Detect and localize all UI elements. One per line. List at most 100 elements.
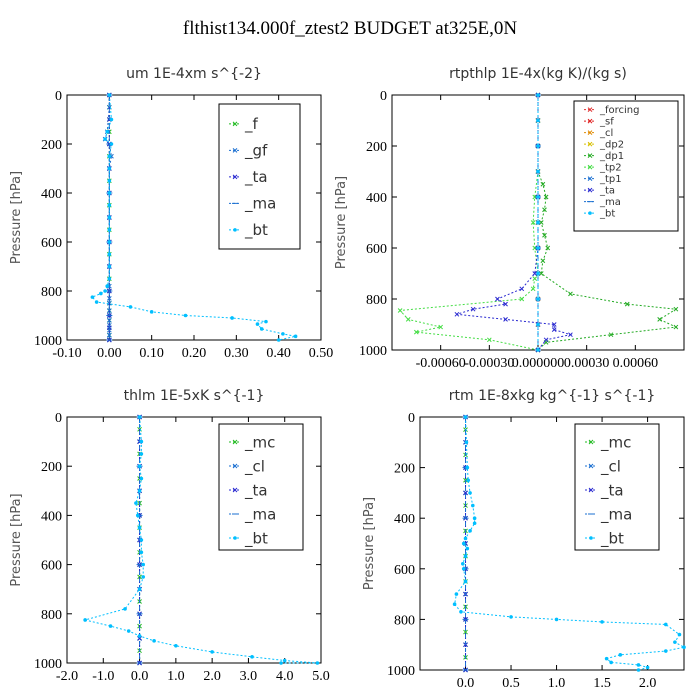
x-tick-label: 1.5 xyxy=(593,676,611,691)
series-line xyxy=(399,95,539,351)
data-point xyxy=(663,649,668,653)
plot-frame xyxy=(66,416,322,664)
data-point xyxy=(438,324,444,330)
legend-marker xyxy=(587,153,593,158)
data-point xyxy=(103,137,107,141)
data-point xyxy=(530,220,536,225)
data-point xyxy=(536,322,540,327)
legend-marker xyxy=(232,487,238,493)
data-point xyxy=(673,640,677,644)
legend-marker xyxy=(587,107,593,112)
data-point xyxy=(677,632,682,637)
data-point xyxy=(264,319,268,324)
data-point xyxy=(405,317,411,322)
data-point xyxy=(454,592,459,596)
data-point xyxy=(543,337,549,343)
data-point xyxy=(397,308,403,313)
data-point xyxy=(107,203,112,208)
data-point xyxy=(83,618,87,622)
legend-label: _dp2 xyxy=(599,140,624,151)
legend-label: _dp1 xyxy=(599,151,624,162)
data-point xyxy=(282,658,287,663)
data-point xyxy=(463,536,468,541)
legend-marker xyxy=(587,141,593,147)
legend-marker xyxy=(587,187,593,193)
y-tick-label: 400 xyxy=(366,191,387,206)
data-point xyxy=(152,639,156,643)
legend-label: _mc xyxy=(244,433,275,452)
data-point xyxy=(413,329,419,335)
data-point xyxy=(137,634,142,638)
data-point xyxy=(107,191,112,195)
y-axis-label: Pressure [hPa] xyxy=(9,493,24,586)
data-point xyxy=(139,476,144,481)
data-point xyxy=(460,561,465,566)
y-axis-label: Pressure [hPa] xyxy=(362,497,377,590)
data-point xyxy=(123,607,127,611)
legend: _f _gf _ta _ma _bt xyxy=(218,103,301,250)
data-point xyxy=(107,264,112,269)
data-point xyxy=(532,271,538,276)
y-tick-label: 0 xyxy=(380,89,387,104)
data-point xyxy=(105,129,110,134)
data-point xyxy=(137,415,142,419)
x-tick-label: 0.50 xyxy=(309,346,334,361)
y-tick-label: 400 xyxy=(41,187,62,202)
data-point xyxy=(452,602,457,607)
data-point xyxy=(495,296,500,302)
data-point xyxy=(673,324,679,330)
y-tick-label: 600 xyxy=(41,236,62,251)
legend-label: _bt xyxy=(244,529,268,548)
x-tick-label: 1.0 xyxy=(548,676,566,691)
legend-label: _bt xyxy=(599,209,615,220)
x-tick-label: 0.00030 xyxy=(564,356,610,371)
x-tick-label: -2.0 xyxy=(56,669,78,684)
data-point xyxy=(470,306,476,312)
legend-marker xyxy=(588,487,594,493)
data-point xyxy=(139,550,144,555)
data-point xyxy=(503,301,508,307)
data-point xyxy=(540,258,546,264)
series-bt xyxy=(90,93,298,342)
data-point xyxy=(139,439,144,444)
data-point xyxy=(608,332,614,338)
legend: _mc _cl _ta _ma _bt xyxy=(218,423,304,551)
legend-label: _tp1 xyxy=(599,174,622,185)
legend-label: _ma xyxy=(599,197,621,208)
data-point xyxy=(463,415,468,419)
panel-rtm: rtm 1E-8xkg kg^{-1} s^{-1} Pressure [hPa]… xyxy=(362,388,686,691)
data-point xyxy=(126,629,131,633)
legend-marker xyxy=(588,211,592,215)
data-point xyxy=(536,118,540,123)
series-tp2 xyxy=(397,92,541,353)
y-tick-label: 1000 xyxy=(359,344,387,359)
data-point xyxy=(107,252,112,257)
figure-title: flthist134.000f_ztest2 BUDGET at325E,0N xyxy=(182,18,518,39)
legend-label: _ma xyxy=(244,505,276,524)
legend-label: _gf xyxy=(244,142,268,161)
data-point xyxy=(657,317,663,322)
y-tick-label: 1000 xyxy=(34,334,62,349)
data-point xyxy=(536,220,540,225)
data-point xyxy=(465,465,470,470)
data-point xyxy=(568,291,573,297)
y-tick-label: 1000 xyxy=(387,664,415,679)
panel-thlm: thlm 1E-5xK s^{-1} Pressure [hPa] 0 200 400 6… xyxy=(9,388,330,684)
data-point xyxy=(466,478,471,483)
legend-marker xyxy=(232,439,238,445)
legend-label: _ta xyxy=(600,481,624,500)
x-tick-label: 0.00 xyxy=(97,346,122,361)
y-tick-label: 0 xyxy=(55,411,62,426)
legend-marker xyxy=(232,121,238,127)
data-point xyxy=(519,286,525,292)
data-point xyxy=(105,284,110,288)
x-tick-label: 2.0 xyxy=(639,676,657,691)
y-tick-label: 800 xyxy=(41,608,62,623)
x-tick-label: 0.0 xyxy=(131,669,149,684)
panel-rtpthlp: rtpthlp 1E-4x(kg K)/(kg s) Pressure [hPa]… xyxy=(334,66,685,371)
data-point xyxy=(673,306,679,312)
data-point xyxy=(645,665,650,670)
legend-marker xyxy=(232,463,238,469)
legend-label: _ta xyxy=(599,186,615,197)
